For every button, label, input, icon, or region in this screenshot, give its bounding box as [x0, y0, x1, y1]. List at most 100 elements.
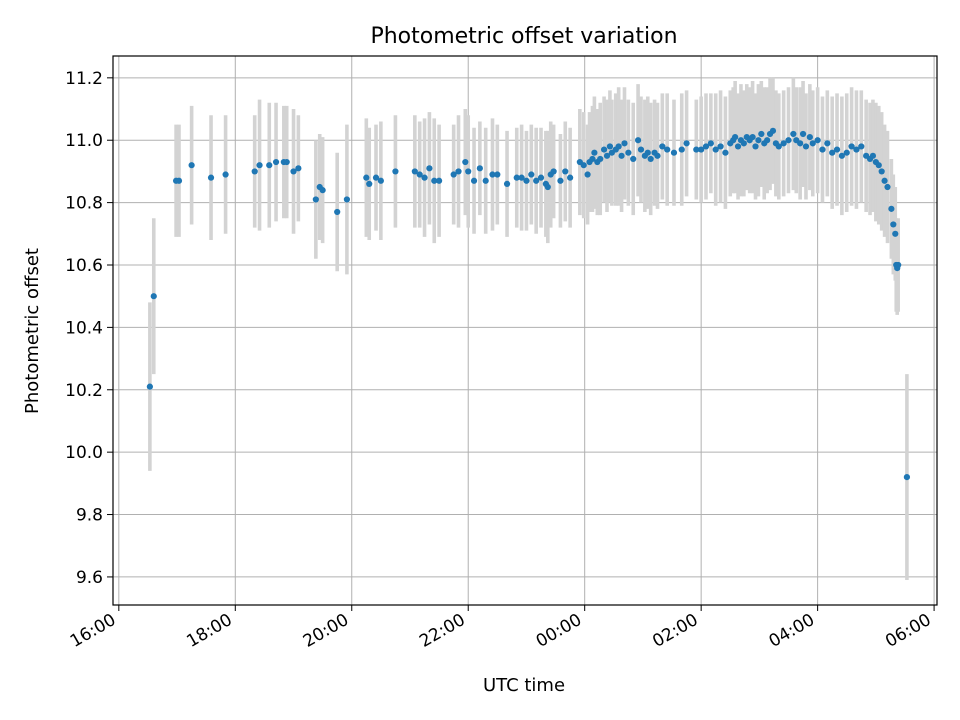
data-point: [523, 177, 530, 184]
data-point: [890, 221, 897, 228]
x-tick-label: 20:00: [300, 610, 352, 652]
data-point: [392, 168, 399, 175]
data-point: [749, 134, 756, 141]
data-point: [256, 162, 263, 169]
y-tick-label: 10.8: [65, 194, 103, 214]
x-tick-label: 22:00: [416, 610, 468, 652]
data-point: [734, 143, 742, 150]
data-point: [450, 171, 457, 178]
data-point: [272, 158, 280, 166]
data-point: [188, 162, 195, 169]
data-point: [806, 134, 813, 141]
data-point: [707, 140, 714, 147]
data-point: [363, 174, 370, 181]
y-tick-label: 9.6: [76, 568, 103, 588]
data-point: [615, 143, 622, 150]
data-point: [606, 143, 614, 150]
data-point: [283, 158, 290, 166]
data-point: [683, 140, 690, 147]
plot-frame: [112, 55, 938, 606]
data-point: [537, 174, 545, 181]
y-tick-label: 10.2: [65, 381, 103, 401]
data-point: [843, 149, 850, 156]
data-point: [664, 146, 671, 153]
data-point: [319, 187, 326, 194]
y-axis-label: Photometric offset: [22, 248, 43, 414]
data-point: [630, 155, 637, 163]
data-point: [462, 158, 469, 166]
y-tick-label: 9.8: [76, 506, 103, 526]
data-point: [146, 383, 153, 390]
data-point: [455, 168, 462, 175]
data-point: [875, 162, 882, 169]
data-point: [693, 146, 700, 153]
data-point: [755, 137, 762, 144]
data-point: [764, 137, 771, 144]
data-point: [799, 130, 807, 138]
data-point: [752, 143, 759, 150]
data-point: [785, 137, 792, 144]
data-point: [589, 155, 596, 163]
data-point: [884, 183, 891, 191]
data-point: [819, 146, 826, 153]
y-tick-label: 10.6: [65, 256, 103, 276]
data-point: [494, 171, 501, 178]
data-point: [421, 174, 428, 181]
data-point: [824, 140, 831, 147]
data-point: [312, 196, 319, 203]
data-point: [702, 143, 710, 150]
data-point: [888, 205, 895, 212]
x-tick-label: 00:00: [533, 610, 585, 652]
data-point: [625, 149, 632, 156]
data-point: [833, 146, 841, 153]
y-tick-label: 10.0: [65, 443, 103, 463]
data-point: [290, 168, 297, 175]
data-point: [222, 171, 229, 178]
data-point: [644, 149, 651, 156]
data-point: [150, 293, 157, 300]
data-point: [829, 149, 836, 156]
data-point: [476, 165, 483, 172]
chart-title: Photometric offset variation: [370, 24, 677, 49]
data-point: [637, 146, 645, 153]
data-point: [533, 177, 540, 184]
data-point: [482, 177, 489, 184]
data-point: [647, 155, 654, 163]
data-point: [903, 474, 911, 481]
data-point: [780, 140, 787, 147]
data-point: [670, 149, 678, 156]
error-bars: [148, 77, 909, 581]
data-point: [601, 146, 608, 153]
data-point: [513, 174, 520, 181]
data-point: [431, 177, 438, 184]
data-point: [717, 143, 724, 150]
data-point: [634, 137, 642, 144]
data-point: [654, 152, 661, 159]
data-point: [881, 177, 888, 184]
data-point: [411, 168, 418, 175]
data-point: [802, 143, 810, 150]
data-point: [853, 146, 860, 153]
data-point: [797, 140, 804, 147]
data-point: [580, 162, 587, 169]
data-point: [295, 165, 302, 172]
data-point: [758, 130, 765, 138]
data-point: [698, 146, 705, 153]
data-point: [567, 174, 574, 181]
data-point: [518, 174, 525, 181]
data-point: [892, 230, 899, 237]
x-tick-label: 18:00: [183, 610, 235, 652]
data-point: [334, 208, 341, 216]
data-point: [557, 177, 564, 184]
data-point: [618, 152, 625, 159]
data-point: [603, 152, 611, 159]
data-point: [848, 143, 855, 150]
data-point: [775, 143, 782, 150]
data-point: [416, 171, 423, 178]
data-point: [503, 180, 511, 187]
data-point: [858, 143, 865, 150]
data-point: [175, 177, 183, 184]
data-point: [712, 146, 719, 153]
x-tick-label: 16:00: [67, 610, 119, 652]
